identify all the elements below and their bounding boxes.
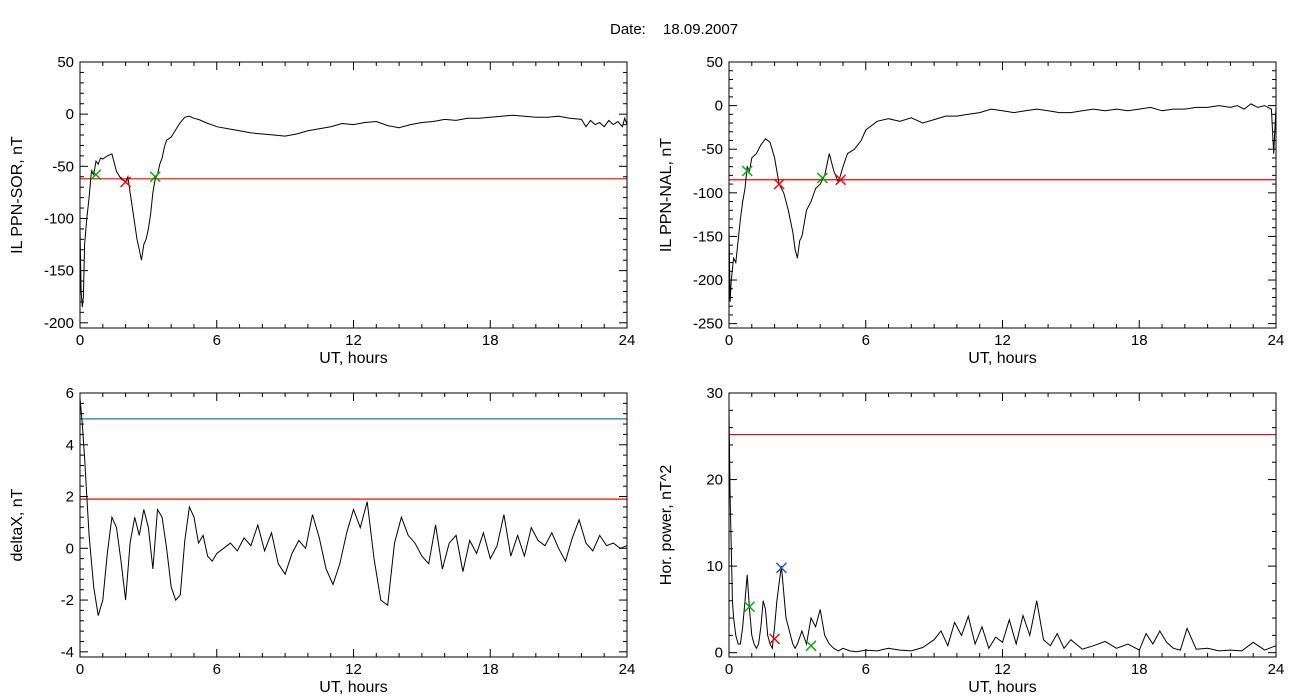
y-tick-label: 6: [66, 385, 74, 402]
event-marker: [773, 178, 785, 190]
x-tick-label: 18: [1131, 332, 1148, 349]
x-tick-label: 18: [482, 332, 499, 349]
event-marker: [805, 640, 817, 652]
date-title-label: Date:: [610, 21, 646, 38]
x-axis-label: UT, hours: [319, 350, 387, 367]
y-axis-label: Hor. power, nT^2: [658, 465, 675, 586]
plot-frame: [79, 61, 628, 329]
series-line: [79, 114, 628, 308]
x-tick-label: 18: [1131, 661, 1148, 678]
chart-il-ppn-sor: 0 6 12 18 24 -200 -150 -100 -50 0 50 UT, hours IL PP…: [9, 54, 635, 367]
y-tick-label: -150: [693, 228, 723, 245]
event-marker: [775, 562, 787, 574]
x-tick-label: 6: [862, 661, 870, 678]
x-tick-label: 0: [725, 332, 733, 349]
x-tick-label: 12: [345, 332, 362, 349]
y-tick-label: 10: [706, 558, 723, 575]
y-axis-label: IL PPN-NAL, nT: [658, 138, 675, 252]
y-tick-label: -200: [44, 315, 74, 332]
y-tick-label: 50: [57, 54, 74, 71]
y-tick-label: -150: [44, 263, 74, 280]
series-line: [728, 410, 1277, 653]
event-marker: [120, 176, 132, 188]
x-tick-label: 18: [482, 661, 499, 678]
chart-il-ppn-nal: 0 6 12 18 24 -250 -200 -150 -100 -50 0 50 UT, hours I…: [658, 54, 1284, 367]
y-tick-label: -200: [693, 272, 723, 289]
y-tick-label: 4: [66, 437, 74, 454]
chart-hor-power: 0 6 12 18 24 0 10 20 30 UT, hours Hor. power, nT^2: [658, 385, 1284, 696]
series-line: [79, 398, 628, 616]
y-tick-label: -50: [52, 158, 74, 175]
y-tick-label: 0: [715, 98, 723, 115]
x-axis-label: UT, hours: [968, 679, 1036, 696]
event-marker: [744, 601, 756, 613]
y-tick-label: 2: [66, 489, 74, 506]
x-tick-label: 6: [213, 661, 221, 678]
plot-frame: [728, 61, 1277, 329]
event-marker: [816, 172, 828, 184]
x-tick-label: 0: [76, 332, 84, 349]
series-line: [728, 103, 1277, 302]
event-marker: [149, 171, 161, 183]
x-axis-label: UT, hours: [319, 679, 387, 696]
y-tick-label: -2: [61, 592, 74, 609]
x-tick-label: 24: [1268, 332, 1285, 349]
y-tick-label: -100: [693, 185, 723, 202]
x-tick-label: 12: [994, 332, 1011, 349]
x-tick-label: 6: [213, 332, 221, 349]
event-marker: [835, 174, 847, 186]
y-tick-label: -250: [693, 316, 723, 333]
x-tick-label: 12: [994, 661, 1011, 678]
y-tick-label: 50: [706, 54, 723, 71]
x-axis-label: UT, hours: [968, 350, 1036, 367]
y-tick-label: 0: [66, 106, 74, 123]
y-tick-label: 20: [706, 472, 723, 489]
x-tick-label: 0: [76, 661, 84, 678]
y-tick-label: -50: [701, 141, 723, 158]
y-tick-label: 30: [706, 385, 723, 402]
x-tick-label: 6: [862, 332, 870, 349]
event-marker: [769, 633, 781, 645]
y-tick-label: -4: [61, 644, 74, 661]
x-tick-label: 12: [345, 661, 362, 678]
y-axis-label: IL PPN-SOR, nT: [9, 136, 26, 254]
event-marker: [741, 165, 753, 177]
event-marker: [90, 169, 102, 181]
date-title-value: 18.09.2007: [663, 21, 738, 38]
y-tick-label: 0: [66, 540, 74, 557]
x-tick-label: 24: [619, 661, 636, 678]
plot-frame: [79, 392, 628, 658]
y-axis-label: deltaX, nT: [9, 488, 26, 561]
x-tick-label: 24: [1268, 661, 1285, 678]
x-tick-label: 0: [725, 661, 733, 678]
x-tick-label: 24: [619, 332, 636, 349]
y-tick-label: -100: [44, 210, 74, 227]
y-tick-label: 0: [715, 645, 723, 662]
